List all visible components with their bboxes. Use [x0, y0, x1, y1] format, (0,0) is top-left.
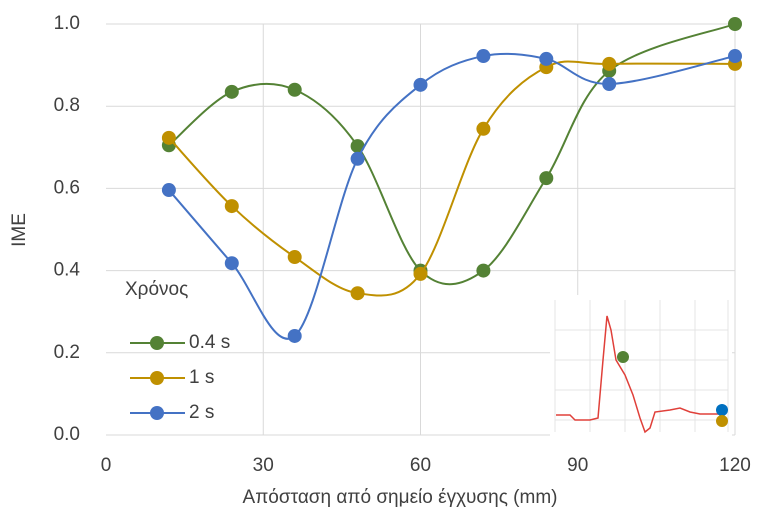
- data-point: [225, 256, 239, 270]
- y-tick-label: 0.0: [54, 424, 80, 445]
- data-point: [288, 83, 302, 97]
- chart: IME Απόσταση από σημείο έγχυσης (mm) Χρό…: [0, 0, 759, 516]
- data-point: [539, 171, 553, 185]
- data-point: [225, 199, 239, 213]
- data-point: [414, 78, 428, 92]
- y-tick-label: 1.0: [54, 13, 80, 34]
- y-axis-title: IME: [9, 213, 30, 247]
- data-point: [414, 267, 428, 281]
- x-tick-label: 90: [567, 455, 588, 476]
- data-point: [602, 77, 616, 91]
- data-point: [602, 57, 616, 71]
- data-point: [476, 49, 490, 63]
- x-tick-label: 0: [101, 455, 112, 476]
- x-axis-title: Απόσταση από σημείο έγχυσης (mm): [243, 487, 558, 508]
- y-tick-label: 0.2: [54, 342, 80, 363]
- y-tick-label: 0.8: [54, 95, 80, 116]
- data-point: [162, 131, 176, 145]
- data-point: [225, 85, 239, 99]
- x-tick-label: 30: [253, 455, 274, 476]
- inset-dot: [716, 415, 728, 427]
- data-point: [728, 49, 742, 63]
- inset: [550, 295, 732, 437]
- legend-marker: [150, 406, 164, 420]
- y-tick-label: 0.4: [54, 260, 81, 281]
- series-line: [169, 61, 735, 295]
- data-point: [288, 250, 302, 264]
- inset-dot: [716, 404, 728, 416]
- y-tick-label: 0.6: [54, 177, 80, 198]
- x-tick-label: 60: [410, 455, 431, 476]
- data-point: [476, 122, 490, 136]
- inset-dot: [617, 351, 629, 363]
- legend-marker: [150, 371, 164, 385]
- legend-marker: [150, 336, 164, 350]
- x-tick-label: 120: [719, 455, 751, 476]
- legend-label: 1 s: [189, 367, 214, 388]
- legend-title: Χρόνος: [125, 279, 188, 300]
- data-point: [351, 152, 365, 166]
- data-point: [728, 17, 742, 31]
- series-layer: [162, 17, 742, 343]
- data-point: [539, 52, 553, 66]
- data-point: [162, 183, 176, 197]
- data-point: [351, 286, 365, 300]
- legend-label: 0.4 s: [189, 332, 230, 353]
- inset-background: [550, 295, 732, 437]
- page: {"chart_data": {"type": "line", "x_label…: [0, 0, 759, 521]
- data-point: [288, 329, 302, 343]
- legend-label: 2 s: [189, 402, 214, 423]
- data-point: [476, 264, 490, 278]
